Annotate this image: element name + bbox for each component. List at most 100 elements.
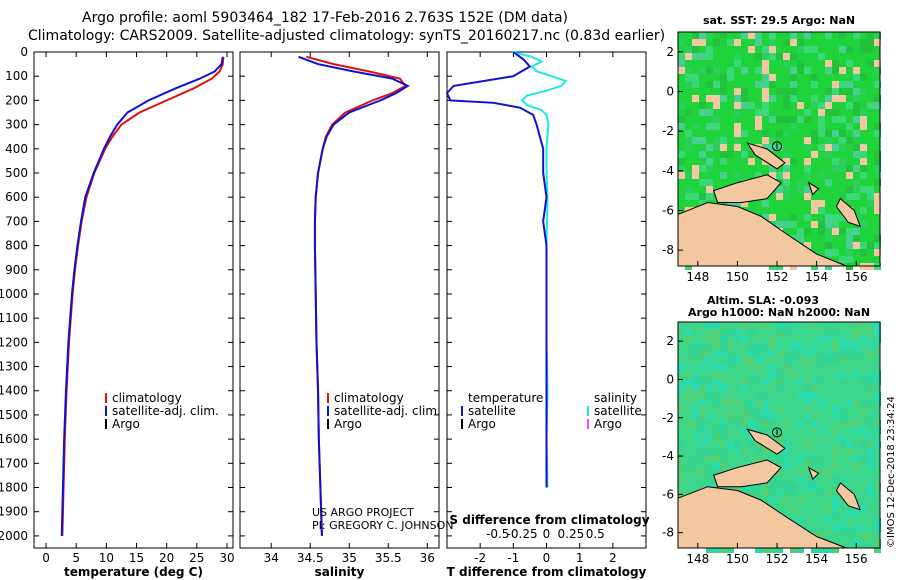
- sst-map-pixel: [790, 221, 797, 228]
- sst-map-pixel: [874, 102, 881, 109]
- sla-map-pixel: [720, 371, 727, 378]
- sla-map-pixel: [769, 364, 776, 371]
- sst-map-pixel: [825, 221, 832, 228]
- sst-map-pixel: [741, 102, 748, 109]
- sst-map-pixel: [692, 46, 699, 53]
- sla-map-xtick-label: 148: [686, 552, 709, 566]
- sla-map-pixel: [818, 427, 825, 434]
- sla-map-frame: [677, 321, 881, 549]
- sla-map-pixel: [783, 455, 790, 462]
- sst-map-pixel: [790, 32, 797, 39]
- sst-map-pixel: [755, 116, 762, 123]
- sla-map-pixel: [755, 357, 762, 364]
- sst-map-xtick-label: 154: [805, 270, 828, 284]
- plot-frame-1: [239, 51, 440, 549]
- sst-map-pixel: [853, 74, 860, 81]
- sst-map-pixel: [818, 116, 825, 123]
- sla-map-pixel: [734, 329, 741, 336]
- sla-map-pixel: [748, 490, 755, 497]
- sla-map-pixel: [825, 322, 832, 329]
- sla-map-pixel: [867, 434, 874, 441]
- credit-project: US ARGO PROJECT: [312, 506, 414, 519]
- sst-map-pixel: [783, 172, 790, 179]
- sla-map-float-marker: [772, 427, 783, 438]
- sla-map-pixel: [720, 441, 727, 448]
- sla-map-pixel: [678, 462, 685, 469]
- sla-map-pixel: [720, 546, 727, 553]
- sst-map-pixel: [839, 256, 846, 263]
- sst-map-pixel: [832, 144, 839, 151]
- sla-map-pixel: [727, 392, 734, 399]
- sst-map-pixel: [860, 158, 867, 165]
- sla-map-pixel: [720, 350, 727, 357]
- sla-map-land-1: [713, 459, 782, 488]
- sla-map-pixel: [741, 448, 748, 455]
- difference-legend-title-temperature: temperature: [468, 391, 543, 405]
- sla-map-pixel: [755, 392, 762, 399]
- sla-map-pixel: [699, 483, 706, 490]
- sla-map-pixel: [832, 483, 839, 490]
- sla-map-pixel: [741, 378, 748, 385]
- sla-map-pixel: [727, 357, 734, 364]
- sla-map-pixel: [713, 462, 720, 469]
- sla-map-pixel: [853, 420, 860, 427]
- sla-map-pixel: [818, 546, 825, 553]
- sst-map-pixel: [846, 228, 853, 235]
- sst-map-pixel: [839, 165, 846, 172]
- sst-map-pixel: [706, 144, 713, 151]
- sla-map-pixel: [804, 483, 811, 490]
- sla-map-pixel: [867, 371, 874, 378]
- depth-tick-label: 0: [20, 45, 28, 59]
- sst-map-pixel: [699, 165, 706, 172]
- sst-map-pixel: [825, 60, 832, 67]
- sst-map-pixel: [678, 53, 685, 60]
- sla-map-pixel: [839, 518, 846, 525]
- sst-map-pixel: [860, 109, 867, 116]
- sla-map-pixel: [692, 434, 699, 441]
- sla-map-pixel: [678, 364, 685, 371]
- sst-map-pixel: [783, 39, 790, 46]
- sla-map-pixel: [874, 322, 881, 329]
- sla-map-pixel: [706, 392, 713, 399]
- sla-map-pixel: [853, 322, 860, 329]
- sla-map-pixel: [769, 476, 776, 483]
- sst-map-pixel: [755, 123, 762, 130]
- sst-map-pixel: [860, 207, 867, 214]
- sst-map-pixel: [811, 200, 818, 207]
- salinity-xtick-label: 34.5: [297, 551, 324, 565]
- sst-map-pixel: [769, 165, 776, 172]
- sst-map-pixel: [734, 172, 741, 179]
- sst-map-pixel: [825, 67, 832, 74]
- sst-map-pixel: [776, 172, 783, 179]
- sla-map-pixel: [699, 343, 706, 350]
- depth-tick-label: 500: [5, 166, 28, 180]
- sla-map-pixel: [755, 336, 762, 343]
- sla-map-pixel: [783, 329, 790, 336]
- sst-map-pixel: [776, 144, 783, 151]
- sst-map-pixel: [783, 53, 790, 60]
- sst-map-pixel: [818, 221, 825, 228]
- sst-map-pixel: [804, 158, 811, 165]
- sla-map-pixel: [811, 378, 818, 385]
- sst-map-pixel: [874, 39, 881, 46]
- sst-map-pixel: [874, 179, 881, 186]
- difference-xtick2-label: -0.25: [507, 527, 538, 541]
- sla-map-pixel: [790, 546, 797, 553]
- sst-map-pixel: [783, 221, 790, 228]
- sst-map-pixel: [811, 130, 818, 137]
- sla-map-pixel: [741, 406, 748, 413]
- sla-map-pixel: [678, 406, 685, 413]
- sst-map-pixel: [825, 151, 832, 158]
- sla-map-pixel: [860, 364, 867, 371]
- sst-map-pixel: [769, 74, 776, 81]
- difference-legend-label: Argo: [594, 417, 622, 431]
- sst-map-pixel: [776, 221, 783, 228]
- sst-map-pixel: [685, 74, 692, 81]
- sla-map-pixel: [720, 420, 727, 427]
- difference-series-temperature-satellite: [445, 51, 548, 488]
- sla-map-pixel: [853, 462, 860, 469]
- sst-map-pixel: [832, 116, 839, 123]
- sla-map-pixel: [734, 336, 741, 343]
- sst-map-pixel: [790, 88, 797, 95]
- sst-map-pixel: [762, 60, 769, 67]
